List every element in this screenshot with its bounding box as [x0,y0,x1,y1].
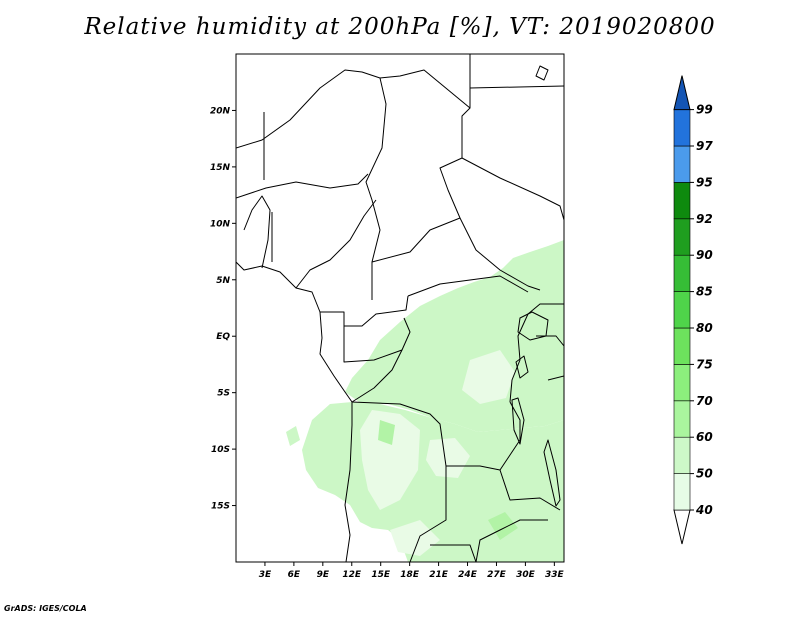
colorbar-label: 90 [696,248,713,262]
country-borders [236,54,564,562]
border-line [343,317,411,363]
colorbar-box [673,291,691,329]
border-line [365,77,387,300]
border-line [409,466,447,562]
border-line [509,303,564,403]
lon-tick-label: 21E [429,570,449,580]
colorbar-under-triangle [673,509,691,545]
dry-patch [390,520,440,556]
colorbar-box [673,364,691,402]
humid-patch-small [286,426,300,446]
border-line [236,173,369,199]
colorbar-box [673,327,691,365]
coastline [236,261,353,562]
wet-patch [378,420,395,445]
colorbar-label: 99 [696,103,713,117]
lon-tick-label: 24E [458,570,478,580]
colorbar-box [673,182,691,220]
lon-tick-label: 15E [371,570,391,580]
border-line [320,295,409,327]
lat-tick-label: 15N [210,163,231,173]
dry-patch [426,438,470,478]
lon-tick-label: 9E [317,570,330,580]
colorbar-box [673,218,691,256]
border-line [371,217,541,291]
colorbar-label: 95 [696,175,713,189]
colorbar-box [673,109,691,147]
border-line [430,544,477,562]
border-line [236,54,471,149]
border-line [295,199,377,289]
map-frame [235,53,565,563]
dry-patch [360,410,420,510]
lat-tick-label: EQ [216,332,230,342]
lake-outline [515,355,529,379]
lon-tick-label: 30E [516,570,536,580]
colorbar-box [673,400,691,438]
humidity-shading [286,240,564,562]
border-line [475,519,548,562]
footer-credit: GrADS: IGES/COLA [4,604,87,613]
latitude-axis: 20N 15N 10N 5N EQ 5S 10S 15S [210,106,236,512]
border-line [461,157,564,221]
colorbar-box [673,473,691,511]
lon-tick-label: 12E [342,570,362,580]
colorbar-box [673,145,691,183]
lat-tick-label: 10S [211,445,230,455]
colorbar-box [673,436,691,474]
border-line [439,107,471,219]
border-line [547,375,564,381]
colorbar: 40 50 60 70 75 80 85 90 92 95 97 99 [673,75,713,545]
colorbar-label: 50 [696,467,713,481]
border-line [536,335,564,347]
lake-outline [535,65,549,81]
lat-tick-label: 10N [210,219,231,229]
lon-tick-label: 27E [487,570,507,580]
border-line [499,469,561,511]
colorbar-over-triangle [673,75,691,111]
border-line [407,275,529,297]
colorbar-label: 75 [696,357,713,371]
longitude-axis: 3E 6E 9E 12E 15E 18E 21E 24E 27E 30E 33E [259,562,565,580]
lat-tick-label: 20N [210,106,231,116]
lat-tick-label: 5N [216,276,230,286]
lat-tick-label: 5S [217,389,230,399]
map-title: Relative humidity at 200hPa [%], VT: 201… [84,14,716,40]
border-line [351,401,521,471]
dry-patch [462,350,515,404]
wet-patch [488,512,518,540]
colorbar-label: 97 [696,139,713,153]
lake-outline [517,311,549,341]
colorbar-box [673,254,691,292]
lat-tick-label: 15S [211,502,230,512]
lon-tick-label: 6E [288,570,301,580]
border-line [469,85,564,89]
border-line [351,349,403,403]
colorbar-label: 92 [696,212,713,226]
colorbar-label: 85 [696,285,713,299]
lake-outline [543,439,561,507]
colorbar-label: 40 [695,503,713,517]
lon-tick-label: 3E [259,570,272,580]
colorbar-label: 60 [696,430,713,444]
lon-tick-label: 18E [400,570,420,580]
lake-outline [511,397,525,445]
colorbar-label: 70 [696,394,713,408]
colorbar-label: 80 [696,321,713,335]
border-line [243,195,271,269]
lon-tick-label: 33E [545,570,565,580]
